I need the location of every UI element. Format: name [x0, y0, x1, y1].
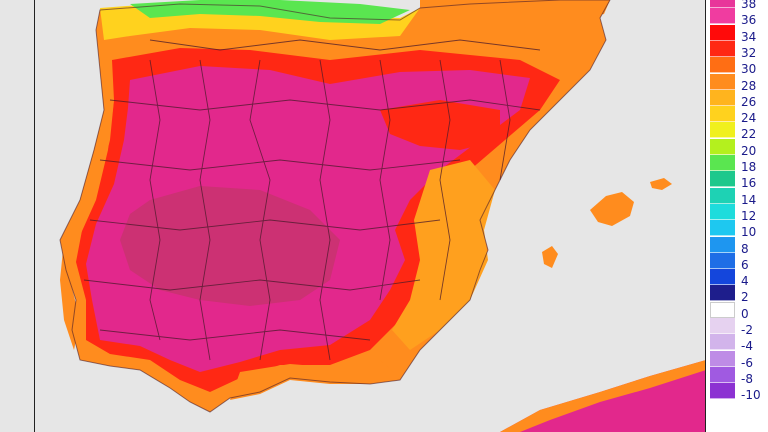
legend-label: 26	[741, 94, 757, 109]
map-frame-right-edge	[705, 0, 706, 432]
legend-row: 4	[708, 269, 768, 289]
legend-row: 18	[708, 155, 768, 174]
iberia-map	[59, 0, 706, 432]
legend-label: 12	[741, 208, 757, 223]
legend-swatch	[710, 8, 735, 25]
legend-swatch	[710, 171, 735, 188]
legend-label: -4	[741, 339, 753, 354]
legend-row: 0	[708, 301, 768, 321]
legend-swatch	[710, 106, 735, 123]
legend-row: 10	[708, 220, 768, 240]
legend-row: -8	[708, 366, 768, 386]
france-area	[420, 0, 610, 30]
legend-swatch	[710, 334, 735, 351]
legend-label: 14	[741, 192, 757, 207]
ebro-valley-zone	[380, 100, 500, 150]
legend-label: -8	[741, 371, 753, 386]
legend-label: 28	[741, 78, 757, 93]
legend-row: 2	[708, 285, 768, 305]
legend-label: 24	[741, 111, 757, 126]
legend-label: -6	[741, 355, 753, 370]
legend-row: 32	[708, 40, 768, 60]
legend-label: 10	[741, 225, 757, 240]
legend-swatch	[710, 269, 735, 286]
legend-label: 0	[741, 306, 749, 321]
map-frame-left-edge	[34, 0, 35, 432]
legend-label: 6	[741, 257, 749, 272]
legend-swatch	[710, 122, 735, 139]
west-coast-orange	[60, 40, 114, 350]
legend-label: -2	[741, 323, 753, 337]
legend-row: 28	[708, 73, 768, 93]
legend-row: 34	[708, 24, 768, 44]
legend-row: 8	[708, 236, 768, 256]
legend-row: 24	[708, 106, 768, 126]
menorca-island	[650, 178, 672, 190]
legend-label: 34	[741, 29, 757, 44]
legend-swatch	[710, 220, 735, 237]
province-borders	[83, 39, 541, 361]
legend-swatch	[710, 155, 735, 171]
legend-label: 4	[741, 274, 749, 289]
legend-row: -6	[708, 350, 768, 370]
north-africa-coast	[500, 360, 706, 432]
legend-label: 32	[741, 45, 757, 60]
legend-label: 2	[741, 290, 749, 305]
legend-label: -10	[741, 388, 761, 403]
legend-row: 26	[708, 89, 768, 109]
legend-label: 8	[741, 241, 749, 256]
legend-swatch	[710, 73, 735, 90]
legend-swatch	[710, 366, 735, 383]
legend-swatch	[710, 203, 735, 220]
legend-swatch	[710, 89, 735, 106]
legend-row: 6	[708, 252, 768, 272]
legend-label: 18	[741, 160, 757, 174]
legend-row: 38	[708, 0, 768, 11]
legend-label: 22	[741, 127, 757, 142]
legend-swatch	[710, 40, 735, 57]
legend-label: 20	[741, 143, 757, 158]
map-panel	[0, 0, 706, 432]
legend-swatch	[710, 57, 735, 74]
legend-swatch	[710, 0, 735, 8]
legend-row: 22	[708, 122, 768, 142]
legend-swatch	[710, 383, 735, 400]
legend-swatch	[710, 187, 735, 204]
legend-row: 12	[708, 203, 768, 223]
east-coast-orange	[392, 160, 495, 350]
ibiza-island	[542, 246, 558, 268]
legend-swatch	[710, 285, 735, 302]
legend-row: -2	[708, 318, 768, 337]
legend-swatch	[710, 236, 735, 253]
legend-label: 30	[741, 62, 757, 77]
legend-swatch	[710, 301, 735, 318]
legend-label: 38	[741, 0, 757, 11]
mallorca-island	[590, 192, 634, 226]
legend-row: -4	[708, 334, 768, 354]
legend-row: 16	[708, 171, 768, 191]
legend-label: 16	[741, 176, 757, 191]
legend-row: 14	[708, 187, 768, 207]
legend-row: 20	[708, 138, 768, 158]
legend-row: 36	[708, 8, 768, 28]
legend-swatch	[710, 252, 735, 269]
legend-swatch	[710, 24, 735, 41]
temperature-legend: 38 36 34 32 30 28 26 24 22 20 18 16 14 12 10 8 6 4 2 0 -2 -4-…	[708, 0, 768, 432]
legend-row: -10	[708, 383, 768, 403]
legend-swatch	[710, 138, 735, 155]
legend-swatch	[710, 350, 735, 367]
legend-swatch	[710, 318, 735, 334]
legend-row: 30	[708, 57, 768, 77]
legend-label: 36	[741, 13, 757, 28]
hottest-core-zone	[120, 186, 340, 306]
coastline	[59, 0, 611, 413]
